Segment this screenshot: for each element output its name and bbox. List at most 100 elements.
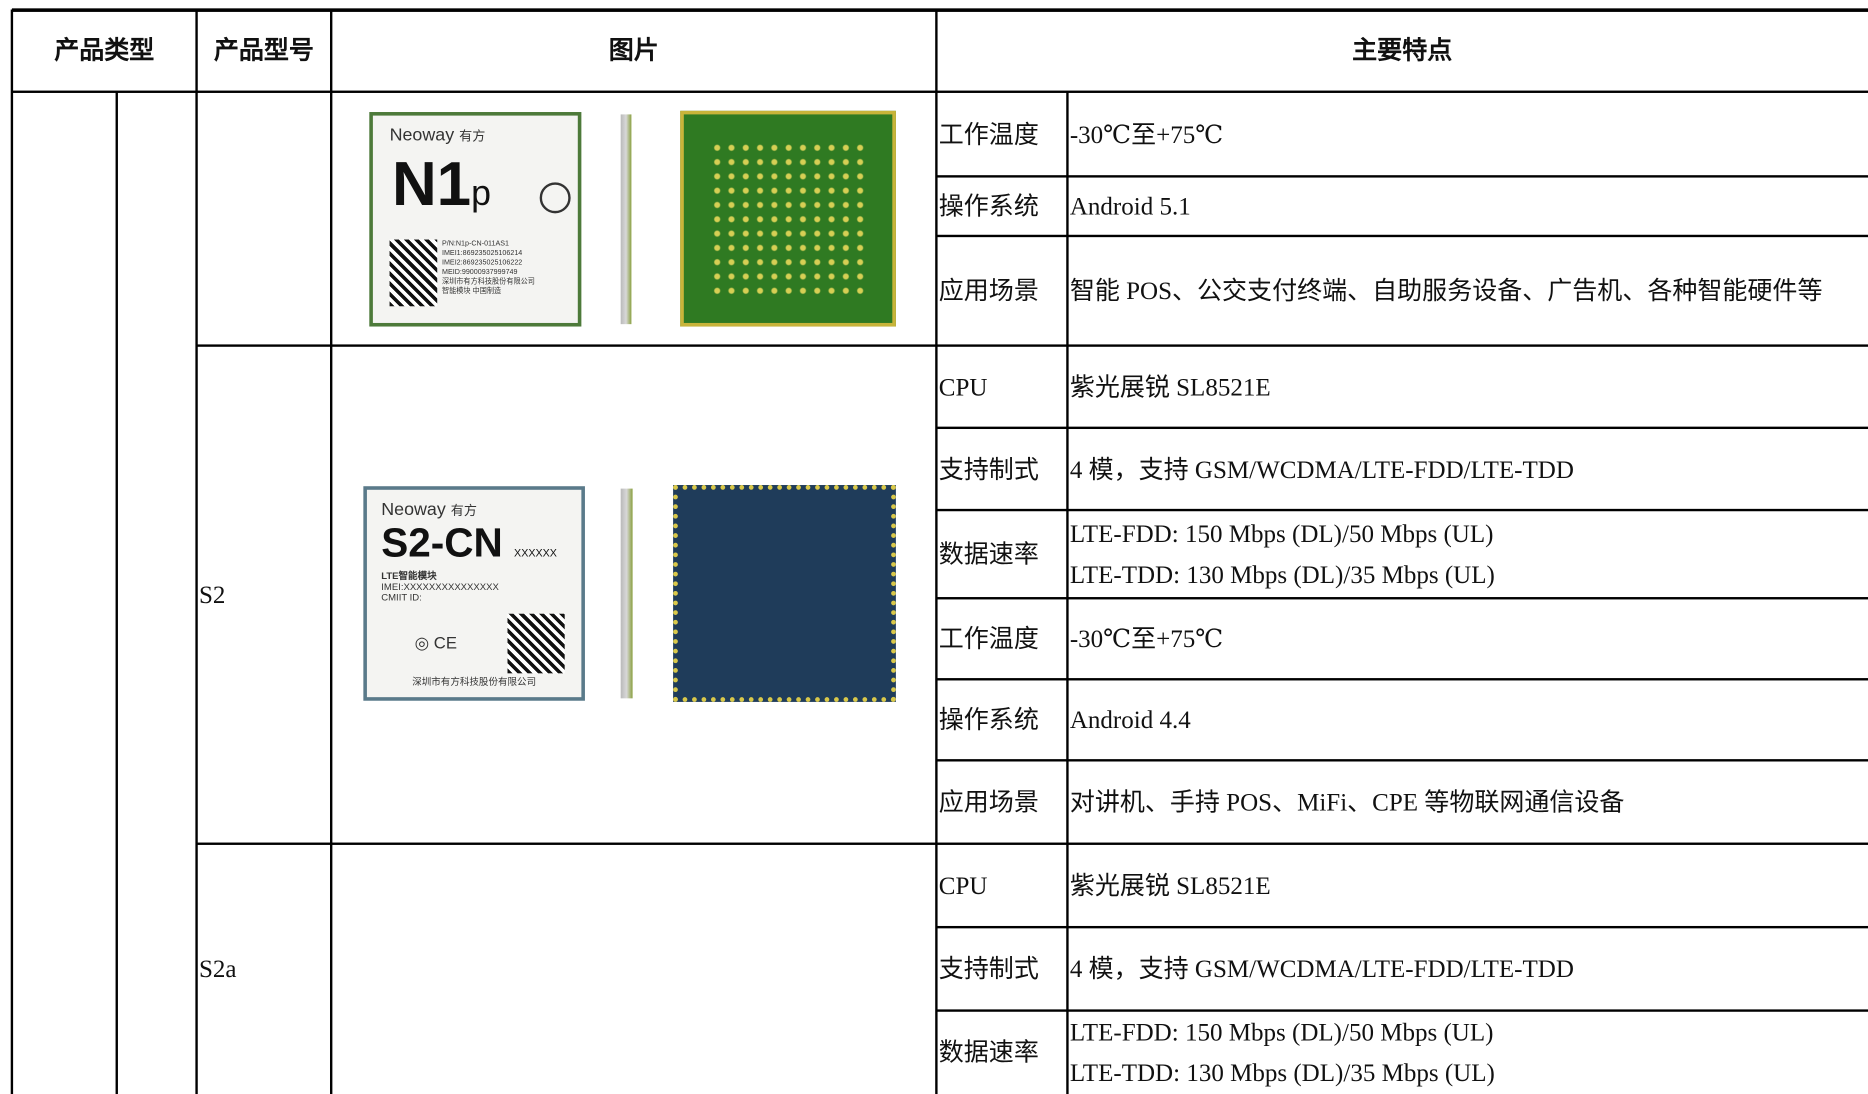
- s2-label-image: Neoway 有方 S2-CN XXXXXX LTE智能模块 IMEI:XXXX…: [363, 486, 585, 701]
- header-cell: 产品类型: [54, 36, 155, 64]
- rule: [936, 678, 1868, 680]
- rule: [936, 1009, 1868, 1012]
- label-line: MEID:99000937999749: [441, 269, 518, 277]
- label-text: LTE智能模块 IMEI:XXXXXXXXXXXXXXX CMIIT ID:: [381, 571, 499, 603]
- feature-value-line: LTE-FDD: 150 Mbps (DL)/50 Mbps (UL): [1069, 1017, 1494, 1047]
- rule: [936, 344, 1868, 347]
- label-line: 深圳市有方科技股份有限公司: [412, 676, 537, 688]
- feature-value-line: -30℃至+75℃: [1069, 119, 1224, 149]
- feature-name: 数据速率: [938, 1037, 1039, 1067]
- feature-value: 紫光展锐 SL8521E: [1070, 844, 1863, 927]
- label-line: 深圳市有方科技股份有限公司: [441, 278, 535, 287]
- label-line: IMEI1:869235025106214: [441, 250, 523, 258]
- feature-value: 智能 POS、公交支付终端、自助服务设备、广告机、各种智能硬件等: [1070, 236, 1863, 346]
- feature-value-line: 4 模，支持 GSM/WCDMA/LTE-FDD/LTE-TDD: [1069, 954, 1574, 984]
- feature-name: 工作温度: [938, 119, 1039, 149]
- feature-name: CPU: [938, 372, 988, 402]
- feature-value-line: 紫光展锐 SL8521E: [1069, 372, 1271, 402]
- rule: [1066, 91, 1069, 1094]
- rule: [936, 235, 1868, 237]
- rule: [196, 843, 937, 845]
- rule: [936, 427, 1868, 429]
- rule: [936, 175, 1868, 178]
- feature-value: 4 模，支持 GSM/WCDMA/LTE-FDD/LTE-TDD: [1070, 927, 1863, 1010]
- feature-value: 对讲机、手持 POS、MiFi、CPE 等物联网通信设备: [1070, 760, 1863, 843]
- feature-name: 工作温度: [938, 624, 1039, 654]
- feature-name: 支持制式: [938, 454, 1039, 484]
- qr-code: [389, 239, 438, 307]
- header-cell: 主要特点: [1352, 36, 1453, 64]
- brand-cn: 有方: [450, 504, 477, 519]
- pads: [710, 140, 865, 296]
- feature-value-line: 智能 POS、公交支付终端、自助服务设备、广告机、各种智能硬件等: [1069, 276, 1823, 306]
- rule: [196, 344, 937, 347]
- model-mark: S2-CN XXXXXX: [381, 521, 557, 567]
- feature-name: CPU: [938, 871, 988, 900]
- s2-bottom-image: [673, 485, 896, 702]
- rule: [11, 7, 1868, 12]
- rule: [330, 9, 332, 1094]
- feature-name: 操作系统: [938, 191, 1039, 221]
- qr-code: [507, 613, 565, 674]
- header-cell: 图片: [608, 36, 659, 64]
- model-mark: N1p: [392, 149, 491, 221]
- model-main: S2-CN: [381, 520, 503, 567]
- model-main: N1: [391, 150, 472, 220]
- feature-value: 4 模，支持 GSM/WCDMA/LTE-FDD/LTE-TDD: [1070, 428, 1863, 510]
- feature-value: Android 4.4: [1070, 679, 1863, 760]
- label-line: CMIIT ID:: [381, 592, 422, 604]
- brand: Neoway 有方: [381, 499, 477, 519]
- feature-value-line: 4 模，支持 GSM/WCDMA/LTE-FDD/LTE-TDD: [1069, 454, 1574, 484]
- rule: [936, 759, 1868, 762]
- n1p-label-image: Neoway 有方 N1p P/N:N1p-CN-011AS1 IMEI1:86…: [369, 112, 582, 327]
- feature-value-line: LTE-TDD: 130 Mbps (DL)/35 Mbps (UL): [1069, 1058, 1495, 1087]
- feature-name: 数据速率: [938, 539, 1039, 569]
- label-line: LTE智能模块: [381, 570, 437, 582]
- rule: [11, 90, 1868, 93]
- feature-value-line: 紫光展锐 SL8521E: [1069, 871, 1271, 900]
- brand-name: Neoway: [381, 499, 446, 520]
- rule: [116, 91, 118, 1094]
- feature-value-line: -30℃至+75℃: [1069, 624, 1224, 654]
- model-name: S2a: [198, 954, 237, 984]
- n1p-side-image: [620, 114, 632, 325]
- feature-value: -30℃至+75℃: [1070, 598, 1863, 679]
- brand-name: Neoway: [389, 125, 455, 146]
- rule: [936, 926, 1868, 928]
- logo: [539, 182, 571, 214]
- label-line: IMEI:XXXXXXXXXXXXXXX: [381, 581, 499, 593]
- feature-value: 紫光展锐 SL8521E: [1070, 346, 1863, 428]
- rule: [935, 9, 938, 1094]
- feature-value: LTE-FDD: 150 Mbps (DL)/50 Mbps (UL) LTE-T…: [1070, 510, 1863, 598]
- s2-side-image: [620, 488, 633, 699]
- label-line: 智能模块 中国制造: [441, 288, 502, 296]
- feature-value: -30℃至+75℃: [1070, 92, 1863, 177]
- feature-value-line: Android 4.4: [1069, 705, 1191, 735]
- n1p-bottom-image: [680, 110, 896, 327]
- label-line: P/N:N1p-CN-011AS1: [441, 240, 509, 248]
- rule: [936, 509, 1868, 511]
- header-cell: 产品型号: [213, 36, 314, 64]
- rule: [195, 9, 198, 1094]
- rule: [936, 843, 1868, 845]
- model-suffix: XXXXXX: [514, 546, 557, 559]
- feature-value-line: LTE-TDD: 130 Mbps (DL)/35 Mbps (UL): [1069, 560, 1495, 589]
- feature-name: 应用场景: [938, 787, 1039, 817]
- certification-logos: ◎ CE: [414, 632, 457, 652]
- brand: Neoway 有方: [390, 125, 486, 145]
- feature-value-line: LTE-FDD: 150 Mbps (DL)/50 Mbps (UL): [1069, 519, 1494, 549]
- brand-cn: 有方: [459, 129, 486, 145]
- feature-value: LTE-FDD: 150 Mbps (DL)/50 Mbps (UL) LTE-T…: [1070, 1011, 1863, 1094]
- feature-value: Android 5.1: [1070, 176, 1863, 236]
- label-line: IMEI2:869235025106222: [441, 259, 523, 267]
- feature-name: 应用场景: [938, 276, 1039, 306]
- feature-name: 支持制式: [938, 954, 1039, 984]
- label-text: P/N:N1p-CN-011AS1 IMEI1:869235025106214 …: [442, 240, 535, 297]
- model-suffix: p: [471, 173, 492, 214]
- feature-value-line: Android 5.1: [1069, 191, 1191, 221]
- feature-name: 操作系统: [938, 705, 1039, 735]
- rule: [936, 597, 1868, 599]
- rule: [10, 9, 14, 1094]
